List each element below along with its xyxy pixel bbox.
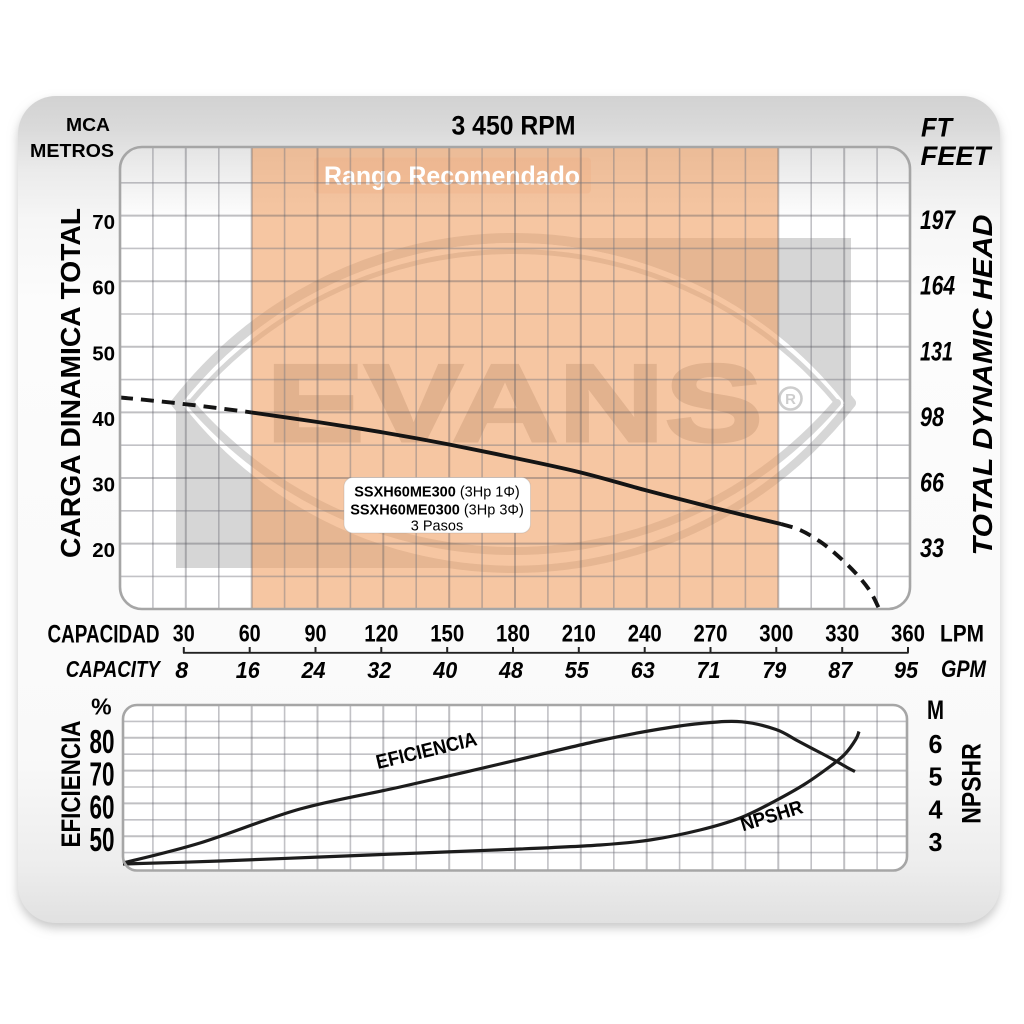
svg-text:70: 70	[90, 756, 115, 793]
svg-text:95: 95	[894, 657, 919, 683]
svg-text:300: 300	[759, 621, 793, 648]
svg-text:8: 8	[175, 657, 189, 683]
svg-text:66: 66	[920, 468, 945, 498]
svg-text:CAPACITY: CAPACITY	[66, 656, 162, 682]
svg-text:60: 60	[90, 788, 115, 825]
svg-text:GPM: GPM	[941, 656, 987, 683]
svg-text:131: 131	[920, 336, 953, 366]
svg-text:3: 3	[929, 827, 943, 857]
svg-text:TOTAL DYNAMIC HEAD: TOTAL DYNAMIC HEAD	[967, 215, 998, 556]
svg-text:55: 55	[565, 657, 590, 683]
svg-text:33: 33	[920, 533, 944, 563]
svg-text:240: 240	[628, 621, 662, 648]
svg-text:120: 120	[364, 621, 398, 648]
svg-text:60: 60	[92, 277, 115, 300]
svg-text:98: 98	[920, 402, 944, 432]
svg-text:50: 50	[90, 821, 115, 858]
svg-text:180: 180	[496, 621, 530, 648]
svg-text:24: 24	[301, 657, 326, 683]
svg-text:EFICIENCIA: EFICIENCIA	[56, 721, 86, 848]
svg-text:SSXH60ME300 (3Hp 1Φ): SSXH60ME300 (3Hp 1Φ)	[354, 485, 520, 501]
svg-text:40: 40	[92, 408, 115, 431]
svg-text:R: R	[785, 391, 796, 408]
svg-text:270: 270	[694, 621, 728, 648]
svg-text:%: %	[91, 694, 111, 720]
svg-text:SSXH60ME0300 (3Hp 3Φ): SSXH60ME0300 (3Hp 3Φ)	[350, 503, 524, 519]
svg-text:CARGA DINAMICA TOTAL: CARGA DINAMICA TOTAL	[55, 208, 86, 558]
svg-text:20: 20	[92, 539, 115, 562]
svg-text:MCA: MCA	[66, 115, 110, 135]
svg-text:LPM: LPM	[940, 621, 984, 648]
svg-text:30: 30	[173, 621, 195, 648]
svg-text:197: 197	[920, 205, 957, 235]
svg-text:3 450 RPM: 3 450 RPM	[452, 111, 576, 141]
svg-text:M: M	[927, 695, 944, 725]
svg-text:40: 40	[432, 657, 457, 683]
svg-text:164: 164	[920, 271, 955, 301]
svg-text:FEET: FEET	[921, 141, 994, 171]
svg-text:32: 32	[367, 657, 391, 683]
svg-text:6: 6	[929, 729, 943, 759]
svg-text:60: 60	[239, 621, 261, 648]
svg-text:50: 50	[92, 342, 115, 365]
svg-text:360: 360	[891, 621, 925, 648]
svg-text:71: 71	[697, 657, 721, 683]
svg-text:5: 5	[929, 762, 943, 792]
svg-text:48: 48	[498, 657, 524, 683]
svg-text:NPSHR: NPSHR	[957, 743, 987, 824]
svg-text:80: 80	[90, 723, 115, 760]
svg-text:CAPACIDAD: CAPACIDAD	[48, 621, 160, 649]
svg-text:FT: FT	[921, 112, 955, 142]
svg-text:70: 70	[92, 211, 115, 234]
svg-text:330: 330	[825, 621, 859, 648]
svg-text:90: 90	[305, 621, 327, 648]
svg-text:63: 63	[631, 657, 655, 683]
svg-text:150: 150	[430, 621, 464, 648]
svg-text:4: 4	[929, 794, 944, 824]
svg-text:87: 87	[828, 657, 853, 683]
svg-text:16: 16	[236, 657, 261, 683]
svg-text:79: 79	[762, 657, 786, 683]
svg-text:METROS: METROS	[30, 141, 114, 161]
svg-text:210: 210	[562, 621, 596, 648]
svg-text:Rango Recomendado: Rango Recomendado	[324, 161, 580, 191]
svg-text:30: 30	[92, 474, 115, 497]
svg-text:3 Pasos: 3 Pasos	[411, 519, 463, 535]
